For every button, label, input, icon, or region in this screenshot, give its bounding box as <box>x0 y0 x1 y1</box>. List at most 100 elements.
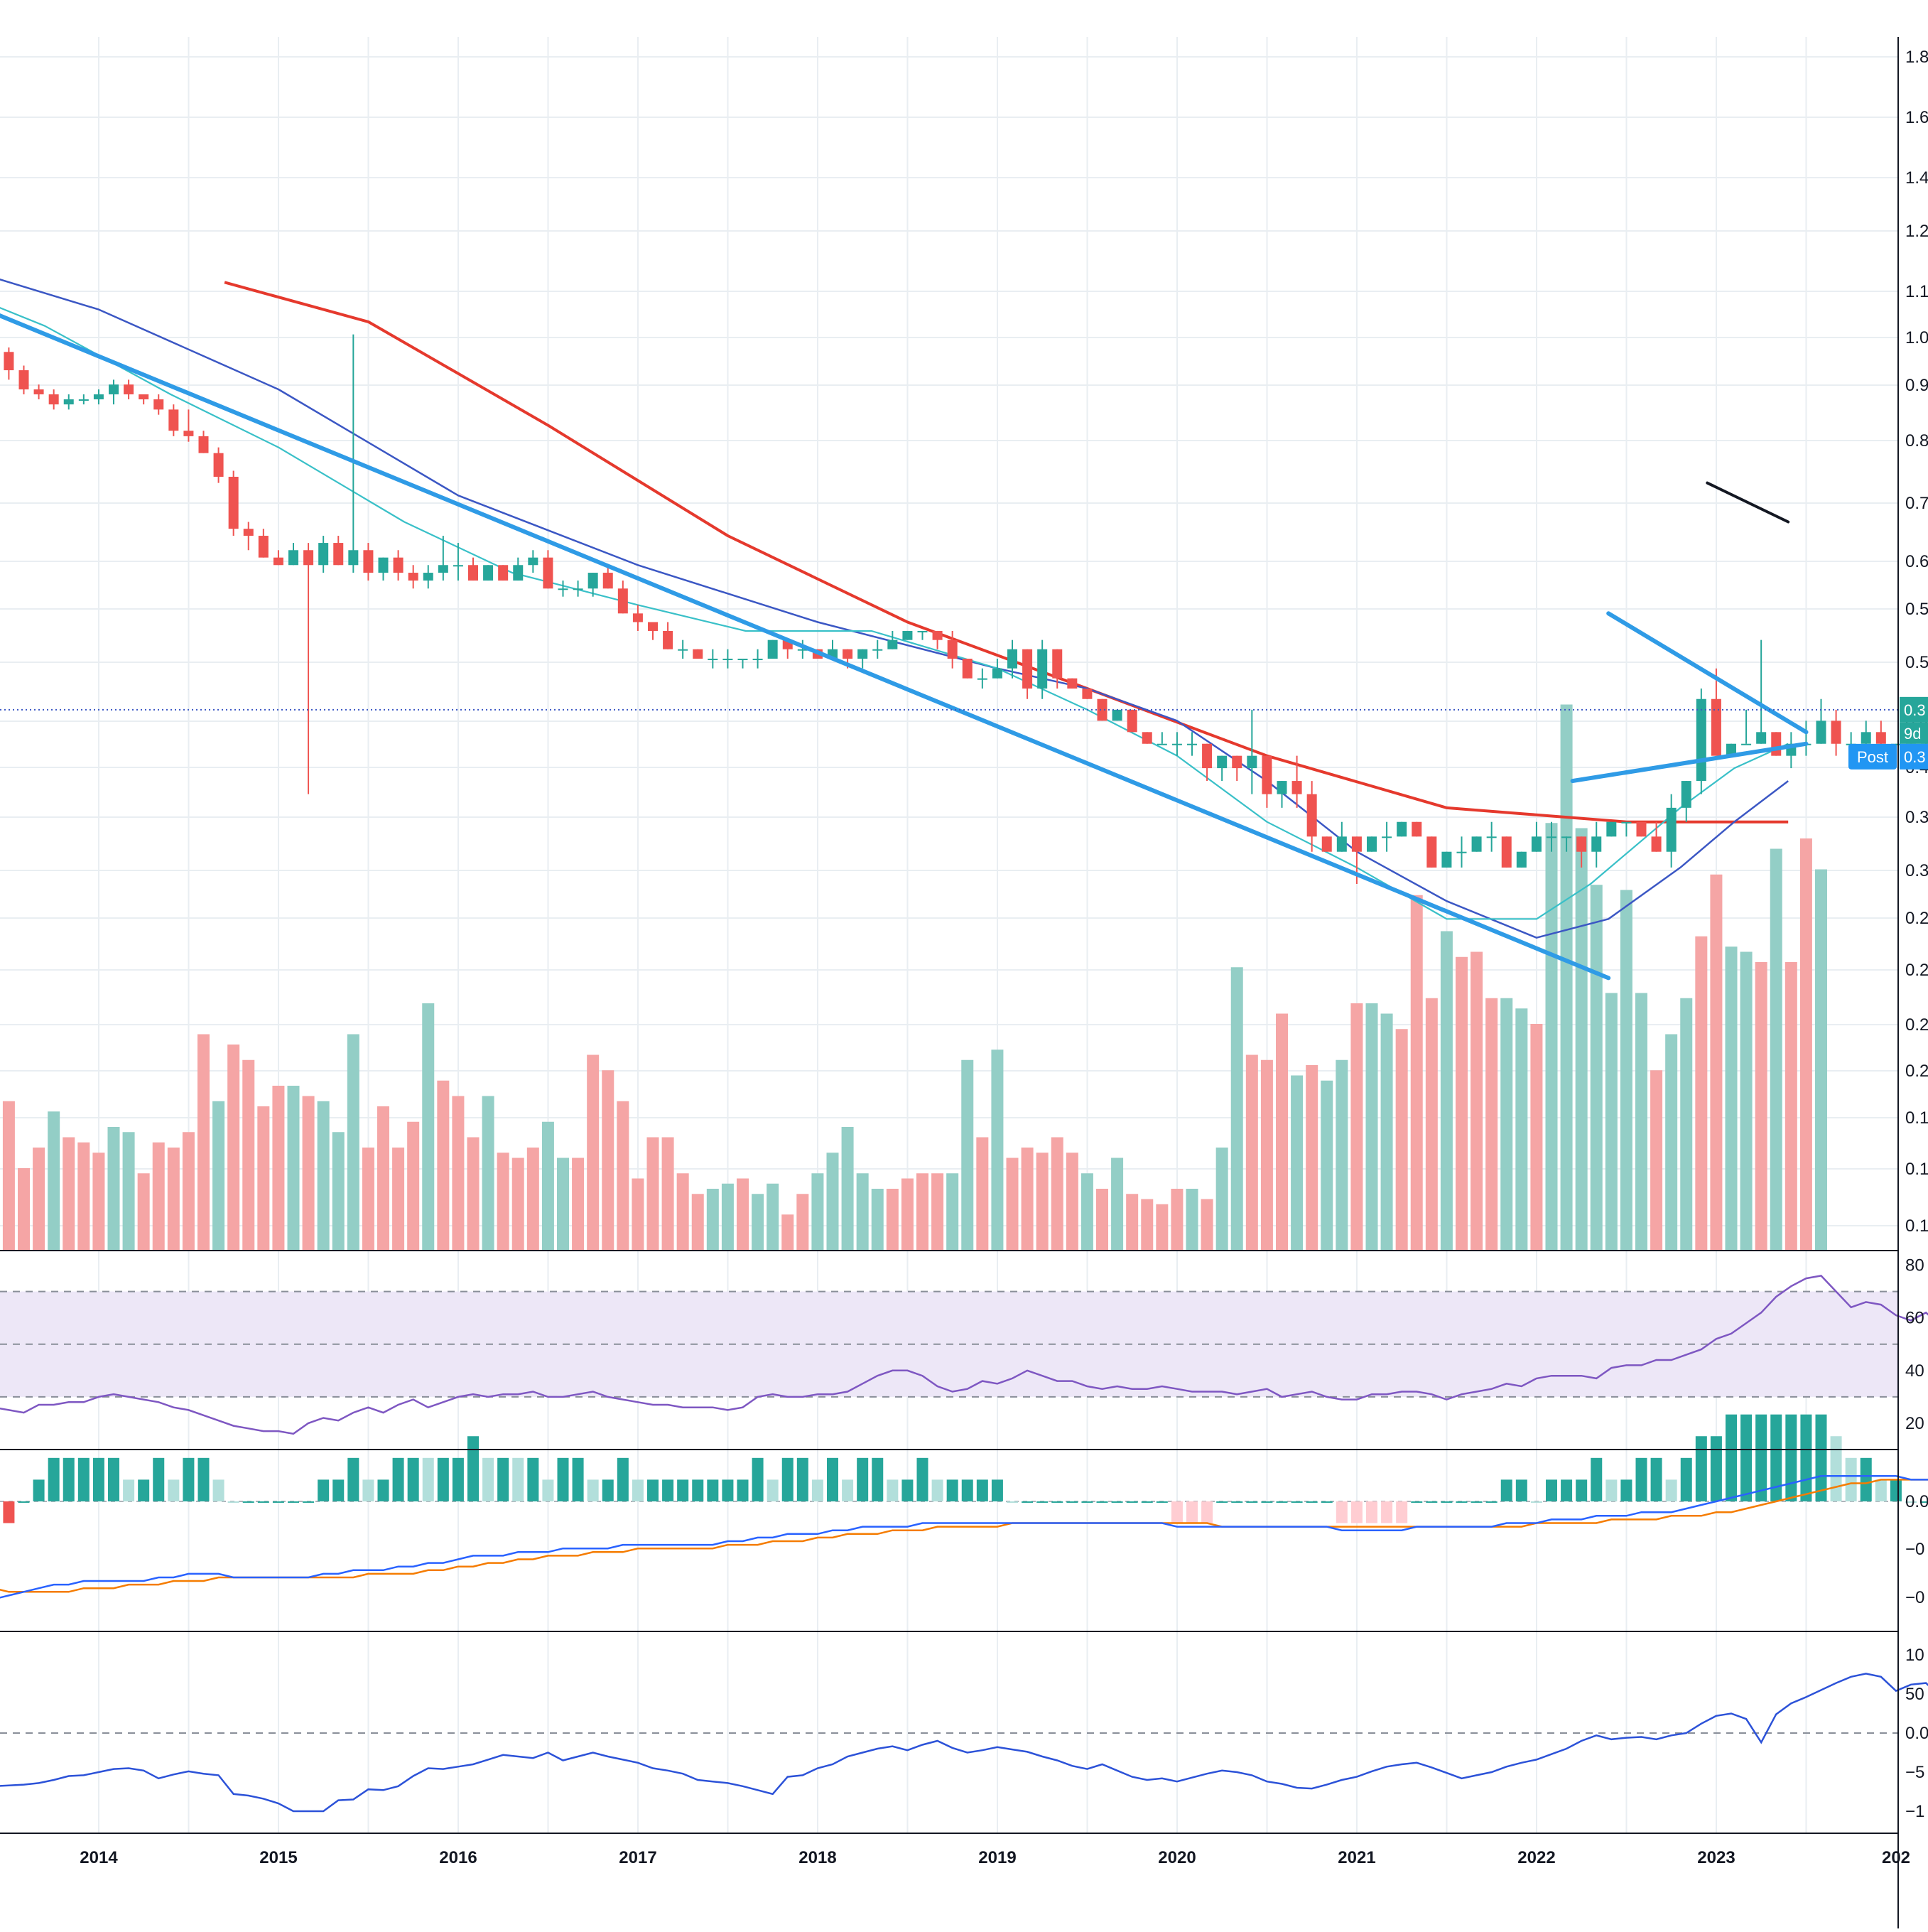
candle-body <box>1067 678 1078 689</box>
macd-histogram-bar <box>1500 1479 1512 1501</box>
volume-bar <box>991 1049 1004 1251</box>
candle-body <box>587 573 598 589</box>
price-tick-label: 1.4 <box>1905 168 1928 188</box>
macd-histogram-bar <box>138 1479 150 1501</box>
volume-bar <box>871 1189 884 1251</box>
candle-body <box>663 630 673 649</box>
macd-histogram-bar <box>1710 1436 1722 1501</box>
price-tick-label: 0.2 <box>1905 1015 1928 1035</box>
volume-bar <box>1126 1194 1139 1251</box>
volume-bar <box>602 1070 614 1251</box>
price-tick-label: 0.5 <box>1905 600 1928 619</box>
candle-body <box>1397 821 1407 837</box>
axes[interactable]: 1.81.61.41.21.11.00.90.80.70.60.50.50.40… <box>0 37 1928 1928</box>
candle-body <box>124 384 134 394</box>
candle-body <box>902 630 913 640</box>
volume-bar <box>392 1148 405 1251</box>
candle-body <box>1561 836 1572 838</box>
macd-histogram-bar <box>587 1479 599 1501</box>
volume-bar <box>137 1173 150 1251</box>
macd-histogram-bar <box>1530 1501 1542 1503</box>
candle-body <box>932 630 943 640</box>
macd-histogram-bar <box>153 1457 165 1501</box>
macd-histogram-bar <box>1800 1414 1812 1501</box>
macd-histogram-bar <box>1860 1457 1872 1501</box>
volume-bar <box>92 1153 105 1251</box>
candle-body <box>573 588 583 590</box>
macd-histogram-bar <box>737 1479 749 1501</box>
macd-histogram-bar <box>18 1501 30 1503</box>
macd-histogram-bar <box>1830 1436 1842 1501</box>
price-tick-label: 0.2 <box>1905 961 1928 980</box>
macd-histogram-bar <box>1740 1414 1753 1501</box>
time-tick-label: 202 <box>1882 1848 1910 1867</box>
trend-blue-line[interactable] <box>1606 611 1809 735</box>
candle-body <box>1486 836 1497 838</box>
candle-body <box>1456 851 1467 853</box>
volume-bar <box>1440 931 1453 1251</box>
volume-bar <box>1006 1157 1019 1251</box>
price-tick-label: 0.2 <box>1905 1062 1928 1081</box>
sma-red-line <box>224 281 1789 824</box>
candle-body <box>139 394 149 400</box>
macd-histogram-bar <box>617 1457 629 1501</box>
volume-bar <box>1545 823 1558 1251</box>
volume-bar <box>452 1096 465 1251</box>
candle-body <box>1861 732 1871 744</box>
macd-histogram-bar <box>1171 1501 1183 1523</box>
volume-bar <box>362 1148 374 1251</box>
candle-body <box>513 565 524 581</box>
volume-bar <box>1425 998 1438 1251</box>
macd-histogram-bar <box>63 1457 75 1501</box>
candle-body <box>917 630 928 632</box>
macd-histogram-bar <box>1471 1501 1483 1503</box>
candle-body <box>857 649 868 659</box>
countdown-tag <box>1900 722 1928 744</box>
macd-histogram-bar <box>916 1457 928 1501</box>
macd-histogram-bar <box>362 1479 374 1501</box>
volume-bar <box>77 1142 90 1251</box>
candle-body <box>228 476 239 529</box>
volume-bar <box>1021 1148 1034 1251</box>
candlesticks <box>4 334 1928 885</box>
macd-histogram-bar <box>1650 1457 1662 1501</box>
candle-body <box>752 659 763 661</box>
volume-bar <box>242 1059 255 1251</box>
candle-body <box>1412 821 1422 837</box>
volume-bar <box>1095 1189 1108 1251</box>
macd-histogram-bar <box>1336 1501 1348 1523</box>
candle-body <box>767 639 778 659</box>
trend-blue-line[interactable] <box>1570 741 1809 784</box>
macd-histogram-bar <box>1261 1501 1273 1503</box>
candle-body <box>483 565 494 581</box>
macd-histogram-bar <box>767 1479 779 1501</box>
macd-histogram-bar <box>1306 1501 1318 1503</box>
volume-bar <box>1560 704 1573 1251</box>
oscillator-tick-label: −5 <box>1905 1763 1924 1782</box>
macd-histogram-bar <box>1485 1501 1498 1503</box>
macd-histogram-bar <box>242 1501 254 1503</box>
volume-bar <box>107 1127 120 1251</box>
macd-histogram-bar <box>1201 1501 1213 1523</box>
price-tick-label: 0.6 <box>1905 552 1928 571</box>
candle-body <box>1875 732 1886 744</box>
volume-bar <box>676 1173 689 1251</box>
macd-histogram-bar <box>1591 1457 1603 1501</box>
macd-histogram-bar <box>677 1479 689 1501</box>
volume-bar <box>257 1106 270 1251</box>
candle-body <box>1022 649 1033 689</box>
volume-bar <box>1665 1034 1678 1251</box>
volume-bar <box>1365 1003 1378 1251</box>
candle-body <box>1306 794 1317 837</box>
macd-histogram-bar <box>377 1479 389 1501</box>
volume-bar <box>422 1003 435 1251</box>
countdown-value: 9d <box>1904 725 1921 743</box>
volume-bar <box>1260 1059 1273 1251</box>
candle-body <box>528 557 538 566</box>
trend-blue-line[interactable] <box>0 282 1611 981</box>
trend-black-line[interactable] <box>1706 481 1790 524</box>
candle-body <box>1202 743 1213 769</box>
price-tick-label: 1.8 <box>1905 48 1928 67</box>
volume-bar <box>1321 1080 1333 1251</box>
macd-histogram-bar <box>842 1479 854 1501</box>
